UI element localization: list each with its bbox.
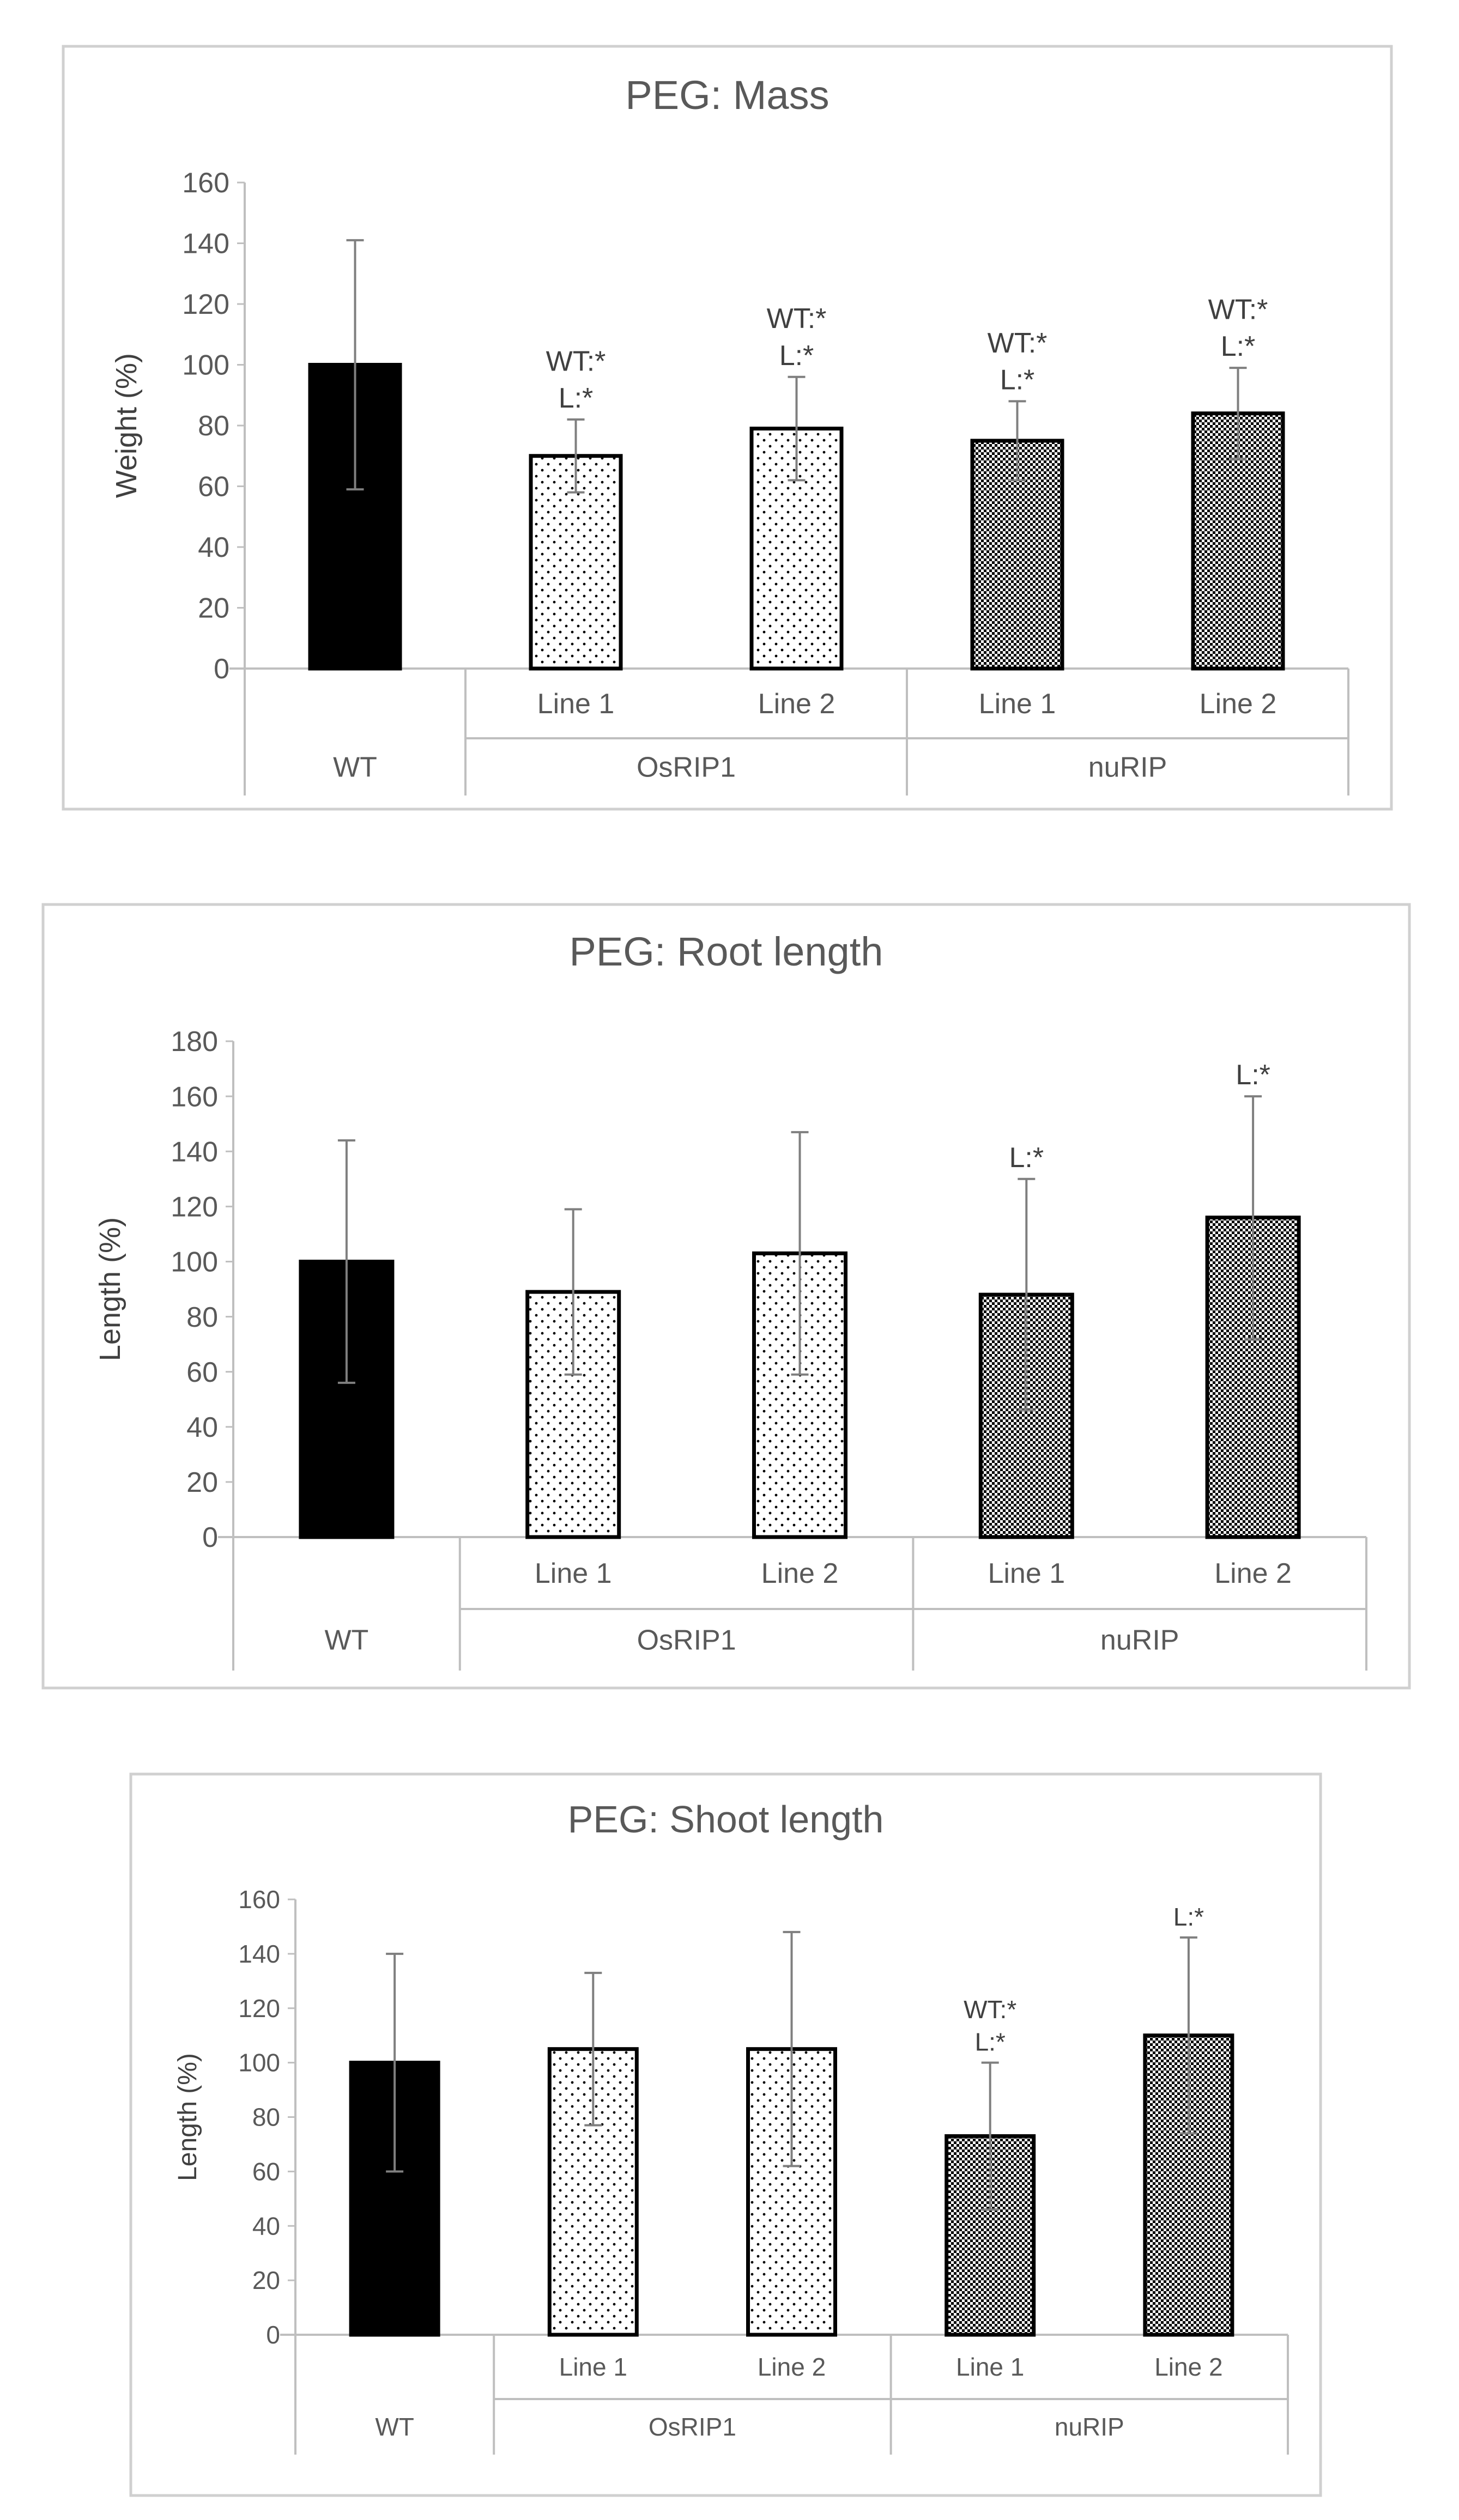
y-axis-label: Length (%) [94,1217,126,1361]
significance-label: WT:* [964,1995,1016,2024]
y-tick-label: 120 [182,289,229,320]
chart-title: PEG: Mass [625,72,829,118]
y-tick-label: 140 [171,1136,218,1168]
y-tick-label: 80 [186,1302,218,1333]
y-tick-label: 0 [202,1522,218,1553]
category-label: Line 1 [956,2353,1024,2381]
category-label: Line 2 [1214,1558,1292,1589]
y-tick-label: 0 [266,2321,280,2349]
group-label: nuRIP [1055,2413,1124,2441]
group-label: nuRIP [1088,752,1167,784]
significance-label: WT:* [546,345,606,377]
chart-frame [62,45,1393,811]
group-label: WT [375,2413,414,2441]
significance-label: L:* [1000,364,1035,396]
significance-label: WT:* [1208,294,1268,325]
category-label: Line 2 [758,688,836,720]
y-axis-label: Length (%) [173,2053,202,2181]
y-tick-label: 160 [171,1081,218,1113]
y-tick-label: 80 [198,410,229,442]
y-tick-label: 160 [238,1885,280,1914]
y-tick-label: 60 [252,2157,280,2185]
category-label: Line 2 [758,2353,826,2381]
group-label: nuRIP [1100,1625,1179,1656]
group-label: WT [333,752,377,784]
y-tick-label: 40 [198,532,229,563]
y-tick-label: 40 [252,2212,280,2240]
y-tick-label: 0 [214,653,229,685]
y-axis-label: Weight (%) [110,353,143,498]
y-tick-label: 20 [186,1467,218,1498]
chart-frame [129,1772,1322,2497]
y-tick-label: 120 [238,1994,280,2023]
y-tick-label: 120 [171,1192,218,1223]
group-label: OsRIP1 [637,752,736,784]
category-label: Line 1 [979,688,1056,720]
chart-title: PEG: Root length [570,929,883,974]
significance-label: L:* [559,382,594,414]
category-label: Line 1 [535,1558,612,1589]
category-label: Line 2 [761,1558,839,1589]
significance-label: L:* [1221,331,1256,362]
y-tick-label: 100 [171,1247,218,1278]
significance-label: L:* [779,340,814,372]
significance-label: WT:* [767,303,827,335]
y-tick-label: 40 [186,1412,218,1443]
y-tick-label: 180 [171,1026,218,1058]
category-label: Line 1 [988,1558,1065,1589]
group-label: OsRIP1 [637,1625,736,1656]
y-tick-label: 100 [182,350,229,381]
significance-label: L:* [1173,1903,1204,1931]
y-tick-label: 140 [238,1940,280,1968]
significance-label: WT:* [988,327,1048,359]
y-tick-label: 100 [238,2049,280,2077]
significance-label: L:* [975,2028,1006,2056]
y-tick-label: 20 [252,2266,280,2294]
chart-shoot-length: PEG: Shoot length Length (%) 0 20 40 60 80 10… [129,1772,1322,2497]
y-tick-label: 80 [252,2103,280,2132]
category-label: Line 2 [1200,688,1277,720]
significance-label: L:* [1236,1059,1270,1091]
chart-mass: PEG: Mass Weight (%) 0 20 40 60 80 100 120 140 1… [62,45,1393,811]
y-tick-label: 20 [198,593,229,624]
y-tick-label: 60 [198,471,229,503]
y-tick-label: 140 [182,228,229,260]
group-label: OsRIP1 [649,2413,736,2441]
chart-title: PEG: Shoot length [568,1798,884,1841]
significance-label: L:* [1009,1142,1044,1174]
category-label: Line 1 [559,2353,627,2381]
chart-root-length: PEG: Root length Length (%) 0 20 40 60 80 100… [41,903,1411,1690]
y-tick-label: 60 [186,1357,218,1388]
y-tick-label: 160 [182,167,229,199]
category-label: Line 1 [537,688,615,720]
group-label: WT [324,1625,368,1656]
chart-frame [41,903,1411,1690]
category-label: Line 2 [1154,2353,1222,2381]
